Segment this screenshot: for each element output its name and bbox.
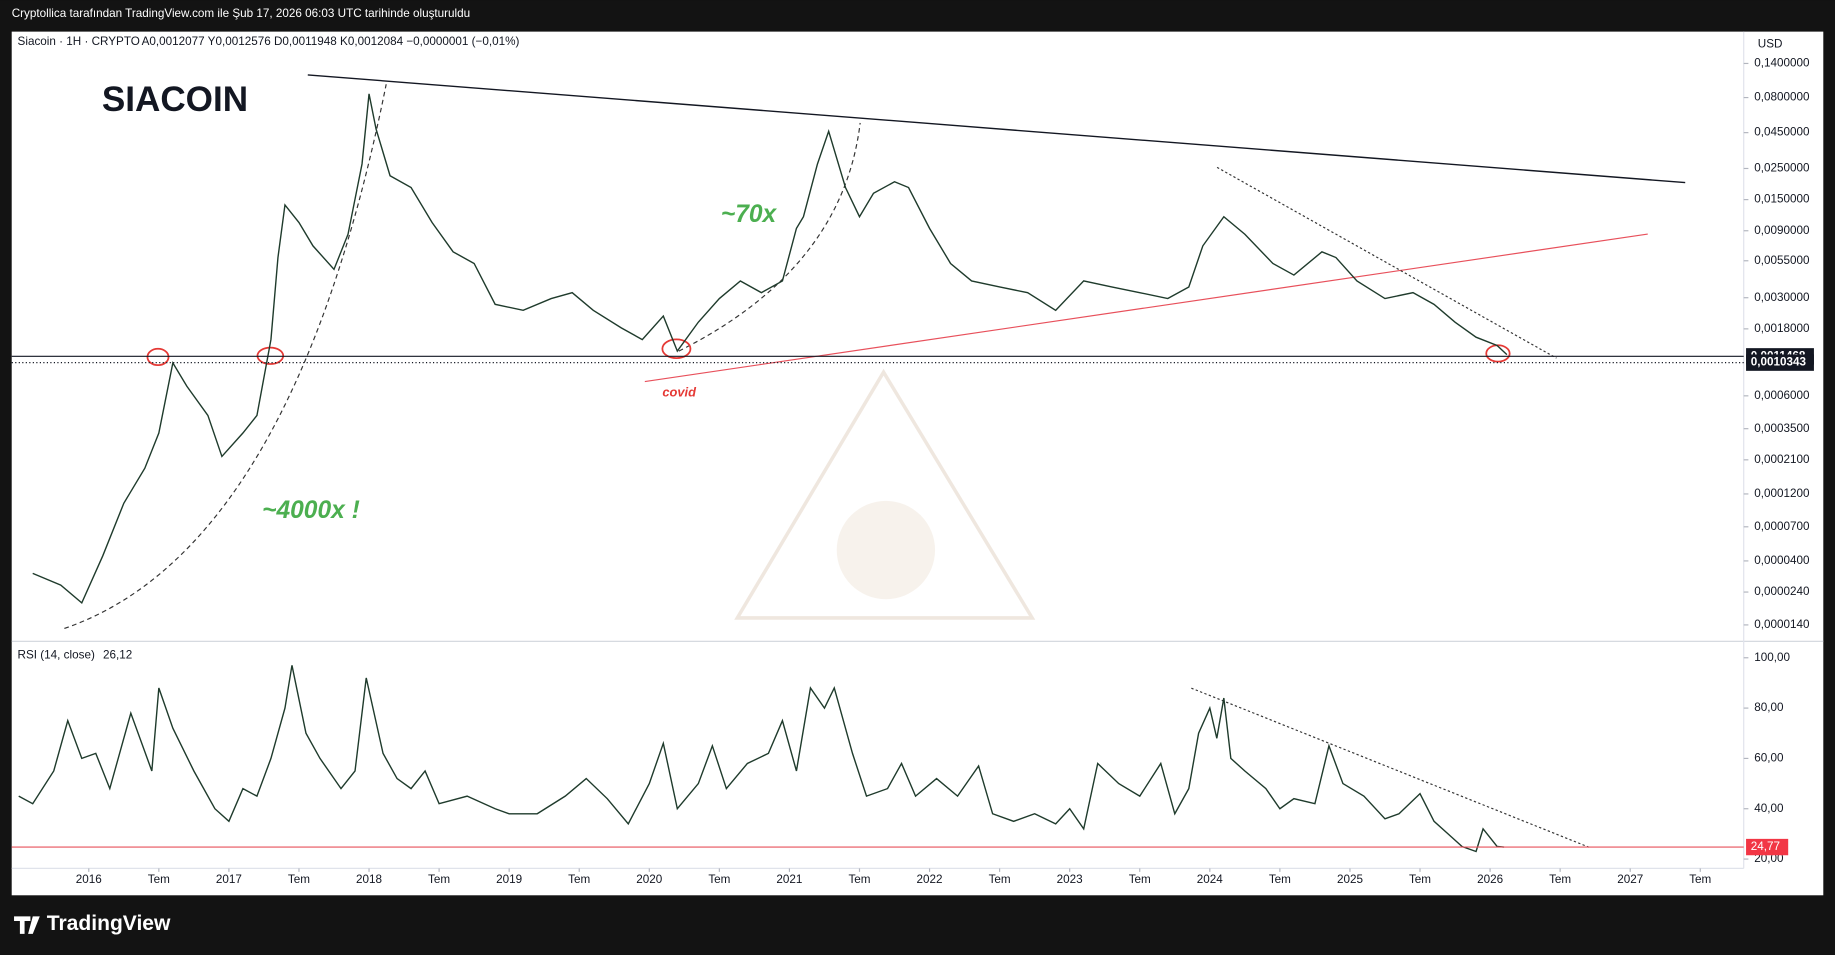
watermark: [734, 368, 1036, 620]
chart-area: [11, 31, 1824, 896]
price-label: 0,0010343: [1751, 356, 1807, 369]
x-tick-label: 2020: [636, 873, 663, 886]
x-tick-label: 2024: [1197, 873, 1224, 886]
x-tick-label: 2018: [356, 873, 382, 886]
x-tick-label: 2027: [1617, 873, 1643, 886]
y-tick-label: 0,0055000: [1754, 254, 1810, 267]
x-tick-label: 2019: [496, 873, 522, 886]
price-label-box: [1746, 354, 1814, 371]
currency: USD: [1758, 38, 1783, 51]
y-tick-label: 0,0150000: [1754, 193, 1810, 206]
highlight-circle: [661, 338, 692, 360]
x-tick-label: Tem: [1129, 873, 1151, 886]
rsi-current: 26,12: [103, 648, 132, 661]
x-tick-label: Tem: [1269, 873, 1291, 886]
y-tick-label: 80,00: [1754, 701, 1784, 714]
trendline: [1191, 687, 1590, 848]
x-tick-label: 2022: [917, 873, 943, 886]
x-tick-label: Tem: [989, 873, 1011, 886]
symbol-legend: Siacoin · 1H · CRYPTO: [18, 35, 140, 48]
x-tick-label: Tem: [708, 873, 730, 886]
header: Cryptollica tarafından TradingView.com i…: [12, 7, 470, 20]
x-tick-label: Tem: [1409, 873, 1431, 886]
y-tick-label: 0,0450000: [1754, 126, 1810, 139]
x-tick-label: Tem: [848, 873, 870, 886]
series-line: [32, 93, 1508, 604]
y-tick-label: 0,0003500: [1754, 422, 1810, 435]
x-tick-label: 2016: [76, 873, 102, 886]
trendline: [307, 74, 1686, 184]
trendline: [644, 233, 1648, 383]
rsi-title: RSI (14, close): [18, 648, 95, 661]
x-tick-label: 2026: [1477, 873, 1503, 886]
x-tick-label: Tem: [428, 873, 450, 886]
x-tick-label: Tem: [1549, 873, 1571, 886]
curve-arrow: [64, 84, 387, 630]
y-tick-label: 0,0000140: [1754, 618, 1810, 631]
annotation: ~4000x !: [262, 497, 360, 524]
x-tick-label: 2025: [1337, 873, 1364, 886]
y-tick-label: 0,1400000: [1754, 57, 1810, 70]
annotation: ~70x: [721, 201, 778, 228]
y-tick-label: 0,0000700: [1754, 520, 1810, 533]
series-line: [18, 665, 1505, 853]
x-tick-label: Tem: [568, 873, 590, 886]
y-tick-label: 60,00: [1754, 752, 1784, 765]
x-tick-label: 2023: [1057, 873, 1083, 886]
y-tick-label: 0,0000240: [1754, 585, 1810, 598]
y-tick-label: 0,0006000: [1754, 389, 1810, 402]
x-tick-label: Tem: [148, 873, 170, 886]
footer-logo: TradingView: [47, 912, 171, 935]
y-tick-label: 0,0250000: [1754, 162, 1810, 175]
y-tick-label: 0,0090000: [1754, 224, 1810, 237]
level-label-box: [1746, 838, 1789, 856]
highlight-circle: [146, 347, 170, 367]
watermark: [836, 500, 936, 600]
y-tick-label: 20,00: [1754, 852, 1784, 865]
logo-icon: [14, 916, 40, 934]
ohlc-legend: A0,0012077 Y0,0012576 D0,0011948 K0,0012…: [142, 35, 520, 48]
x-tick-label: Tem: [288, 873, 310, 886]
y-tick-label: 100,00: [1754, 651, 1790, 664]
x-tick-label: 2017: [216, 873, 242, 886]
chart-title: SIACOIN: [102, 80, 248, 119]
y-tick-label: 0,0800000: [1754, 91, 1810, 104]
y-tick-label: 0,0002100: [1754, 453, 1810, 466]
annotation: covid: [662, 385, 697, 400]
y-tick-label: 0,0018000: [1754, 322, 1810, 335]
highlight-circle: [1485, 344, 1511, 363]
y-tick-label: 0,0030000: [1754, 291, 1810, 304]
x-tick-label: Tem: [1689, 873, 1711, 886]
x-tick-label: 2021: [776, 873, 802, 886]
level-label: 24,77: [1751, 840, 1780, 853]
y-tick-label: 0,0001200: [1754, 487, 1810, 500]
trendline: [1216, 166, 1557, 359]
plots: [18, 93, 1508, 853]
y-tick-label: 0,0000400: [1754, 554, 1810, 567]
y-tick-label: 40,00: [1754, 802, 1784, 815]
